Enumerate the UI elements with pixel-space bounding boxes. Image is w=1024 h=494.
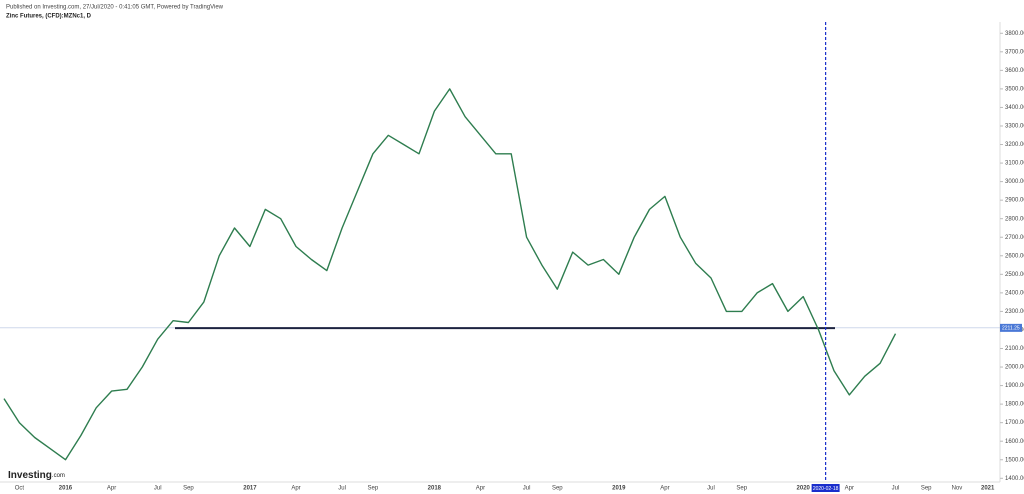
y-tick-label: 1800.00 [1005, 402, 1024, 408]
x-tick-label: 2021 [981, 486, 995, 492]
y-tick-label: 3100.00 [1005, 161, 1024, 167]
x-tick-label: Jul [154, 486, 162, 492]
y-tick-label: 2400.00 [1005, 290, 1024, 296]
x-tick-label: Apr [660, 486, 669, 492]
y-tick-label: 3300.00 [1005, 124, 1024, 130]
y-tick-label: 1700.00 [1005, 420, 1024, 426]
x-tick-label: 2016 [59, 486, 73, 492]
x-tick-label: Sep [736, 486, 747, 492]
x-tick-label: Jul [707, 486, 715, 492]
y-tick-label: 2600.00 [1005, 253, 1024, 259]
x-tick-label: Jul [892, 486, 900, 492]
y-tick-label: 3800.00 [1005, 31, 1024, 37]
published-text: Published on Investing.com, 27/Jul/2020 … [6, 5, 224, 11]
logo: Investing.com [8, 470, 65, 481]
x-tick-label: Apr [107, 486, 116, 492]
x-tick-label: Nov [952, 486, 963, 492]
x-tick-label: Jul [338, 486, 346, 492]
x-tick-label: Sep [368, 486, 379, 492]
price-tag-label: 2211.25 [1002, 326, 1020, 332]
y-tick-label: 2100.00 [1005, 346, 1024, 352]
logo-suffix: .com [52, 473, 65, 479]
x-tick-label: Sep [921, 486, 932, 492]
x-tick-label: Apr [291, 486, 300, 492]
x-tick-label: Jul [523, 486, 531, 492]
y-tick-label: 3400.00 [1005, 105, 1024, 111]
symbol-text: Zinc Futures, (CFD):MZNc1, D [6, 14, 92, 20]
price-tag [1000, 323, 1022, 332]
date-marker-box [811, 484, 840, 492]
logo-main: Investing [8, 470, 52, 481]
x-tick-label: Apr [476, 486, 485, 492]
x-tick-label: 2020 [797, 486, 811, 492]
y-tick-label: 3600.00 [1005, 68, 1024, 74]
y-tick-label: 1600.00 [1005, 439, 1024, 445]
y-tick-label: 3500.00 [1005, 86, 1024, 92]
y-tick-label: 1500.00 [1005, 457, 1024, 463]
x-tick-label: Oct [15, 486, 25, 492]
x-tick-label: 2019 [612, 486, 626, 492]
x-tick-label: Sep [183, 486, 194, 492]
y-tick-label: 2900.00 [1005, 198, 1024, 204]
price-series [3, 88, 897, 461]
y-tick-label: 1400.00 [1005, 476, 1024, 482]
y-tick-label: 2500.00 [1005, 272, 1024, 278]
date-marker-label: 2020-02-18 [813, 486, 839, 492]
y-tick-label: 2300.00 [1005, 309, 1024, 315]
y-tick-label: 2700.00 [1005, 235, 1024, 241]
x-tick-label: Apr [845, 486, 854, 492]
y-tick-label: 2000.00 [1005, 365, 1024, 371]
y-tick-label: 3700.00 [1005, 49, 1024, 55]
y-tick-label: 3200.00 [1005, 142, 1024, 148]
x-tick-label: Sep [552, 486, 563, 492]
x-tick-label: 2017 [243, 486, 257, 492]
x-tick-label: 2018 [428, 486, 442, 492]
y-tick-label: 2800.00 [1005, 216, 1024, 222]
y-tick-label: 1900.00 [1005, 383, 1024, 389]
y-tick-label: 3000.00 [1005, 179, 1024, 185]
